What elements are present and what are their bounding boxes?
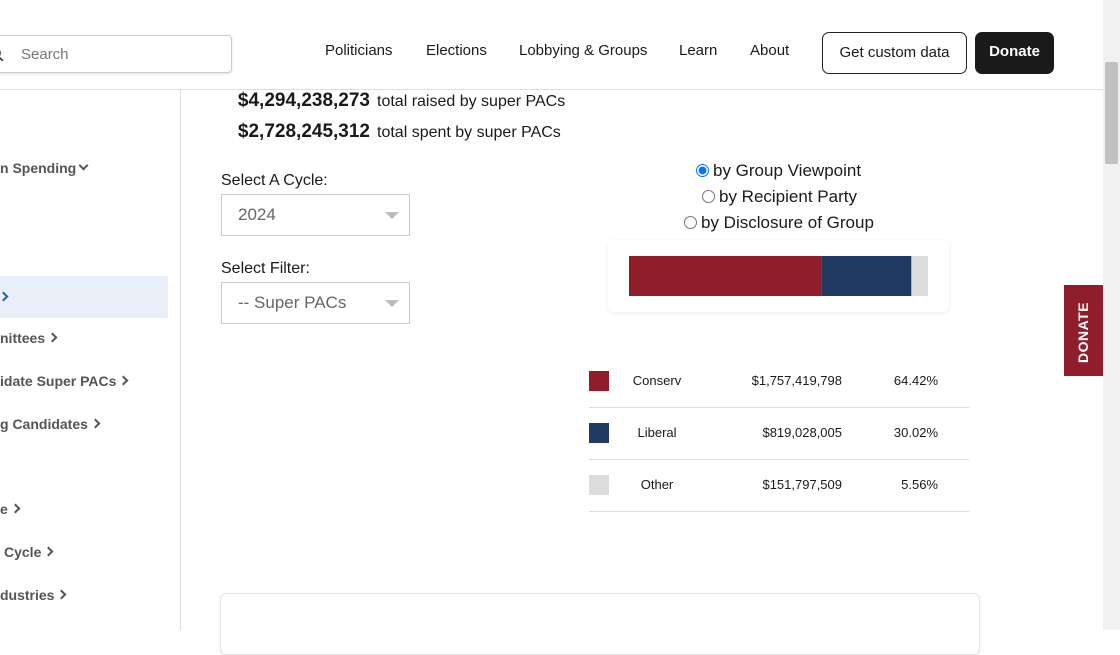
search-icon <box>0 50 4 61</box>
bar-segment <box>821 256 912 296</box>
nav-link[interactable]: About <box>750 42 790 59</box>
sidebar-item[interactable]: idate Super PACs <box>0 373 129 391</box>
content-card <box>220 593 980 655</box>
active-item[interactable] <box>0 276 168 318</box>
bar-card <box>608 240 949 312</box>
breakdown-row: Other $151,797,509 5.56% <box>589 459 969 512</box>
chevron <box>47 332 58 343</box>
sidebar-label: g Candidates <box>0 416 88 432</box>
breakdown-row: Liberal $819,028,005 30.02% <box>589 407 969 460</box>
donate-tab[interactable]: DONATE <box>1064 285 1103 376</box>
chevron <box>43 546 54 557</box>
sidebar-label: nittees <box>0 330 46 346</box>
sidebar-label: idate Super PACs <box>0 373 117 389</box>
filter-select[interactable]: -- Super PACs <box>221 282 410 324</box>
nav-link[interactable]: Lobbying & Groups <box>519 42 648 59</box>
bar-segment <box>911 256 928 296</box>
sidebar-label: e <box>0 501 8 517</box>
option-label: by Group Viewpoint <box>713 161 862 180</box>
breakdown-row: Conserv $1,757,419,798 64.42% <box>589 355 969 408</box>
total-label: total spent by super PACs <box>377 124 561 141</box>
sidebar-item[interactable]: nittees <box>0 330 58 348</box>
percent: 64.42% <box>893 373 938 388</box>
chevron <box>57 589 67 600</box>
percent: 5.56% <box>901 477 938 492</box>
nav-link[interactable]: Politicians <box>325 42 393 59</box>
donate-button[interactable]: Donate <box>975 32 1054 74</box>
sidebar-item[interactable]: dustries <box>0 587 67 605</box>
legend-swatch <box>589 371 609 391</box>
radio-button[interactable] <box>702 190 715 203</box>
search-placeholder: Search <box>21 46 69 63</box>
sidebar: n Spending nittees idate Super PACs g Candi… <box>0 90 181 630</box>
site-header: Search Politicians Elections Lobbying & … <box>0 0 1103 90</box>
amount: $1,757,419,798 <box>751 373 842 388</box>
percent: 30.02% <box>893 425 938 440</box>
cycle-label: Select A Cycle: <box>221 172 328 189</box>
scrollbar[interactable] <box>1103 0 1120 630</box>
donate-tab-label: DONATE <box>1075 301 1091 363</box>
amount: $819,028,005 <box>762 425 842 440</box>
total-amount: $4,294,238,273 <box>237 90 370 111</box>
amount: $151,797,509 <box>762 477 842 492</box>
bar-segment <box>629 256 822 296</box>
filter-label: Select Filter: <box>221 260 310 277</box>
view-option[interactable]: by Recipient Party <box>702 187 857 207</box>
search-box[interactable]: Search <box>0 35 232 73</box>
chevron <box>78 160 89 171</box>
cycle-select[interactable]: 2024 <box>221 194 410 236</box>
radio-button[interactable] <box>696 164 709 177</box>
view-option[interactable]: by Group Viewpoint <box>696 161 861 181</box>
sidebar-label: n Spending <box>0 160 77 176</box>
total-label: total raised by super PACs <box>377 93 566 110</box>
option-label: by Recipient Party <box>719 187 857 206</box>
sidebar-label: Cycle <box>4 544 42 560</box>
chevron <box>10 503 21 514</box>
scroll-thumb[interactable] <box>1105 62 1118 164</box>
sidebar-item[interactable]: g Candidates <box>0 416 101 434</box>
stacked-bar <box>629 256 928 296</box>
sidebar-item[interactable]: e <box>0 501 21 519</box>
option-label: by Disclosure of Group <box>701 213 874 232</box>
sidebar-item[interactable]: Cycle <box>4 544 54 562</box>
chevron <box>0 291 9 302</box>
category: Liberal <box>637 425 677 440</box>
nav-link[interactable]: Elections <box>426 42 487 59</box>
legend-swatch <box>589 475 609 495</box>
view-option[interactable]: by Disclosure of Group <box>684 213 874 233</box>
sidebar-label: dustries <box>0 587 55 603</box>
sidebar-item[interactable]: n Spending <box>0 160 89 178</box>
chevron <box>118 375 129 386</box>
category: Other <box>640 477 674 492</box>
radio-button[interactable] <box>684 216 697 229</box>
total-amount: $2,728,245,312 <box>237 121 370 142</box>
chevron <box>90 418 101 429</box>
category: Conserv <box>632 373 682 388</box>
custom-data-button[interactable]: Get custom data <box>822 32 967 74</box>
nav-link[interactable]: Learn <box>679 42 718 59</box>
legend-swatch <box>589 423 609 443</box>
